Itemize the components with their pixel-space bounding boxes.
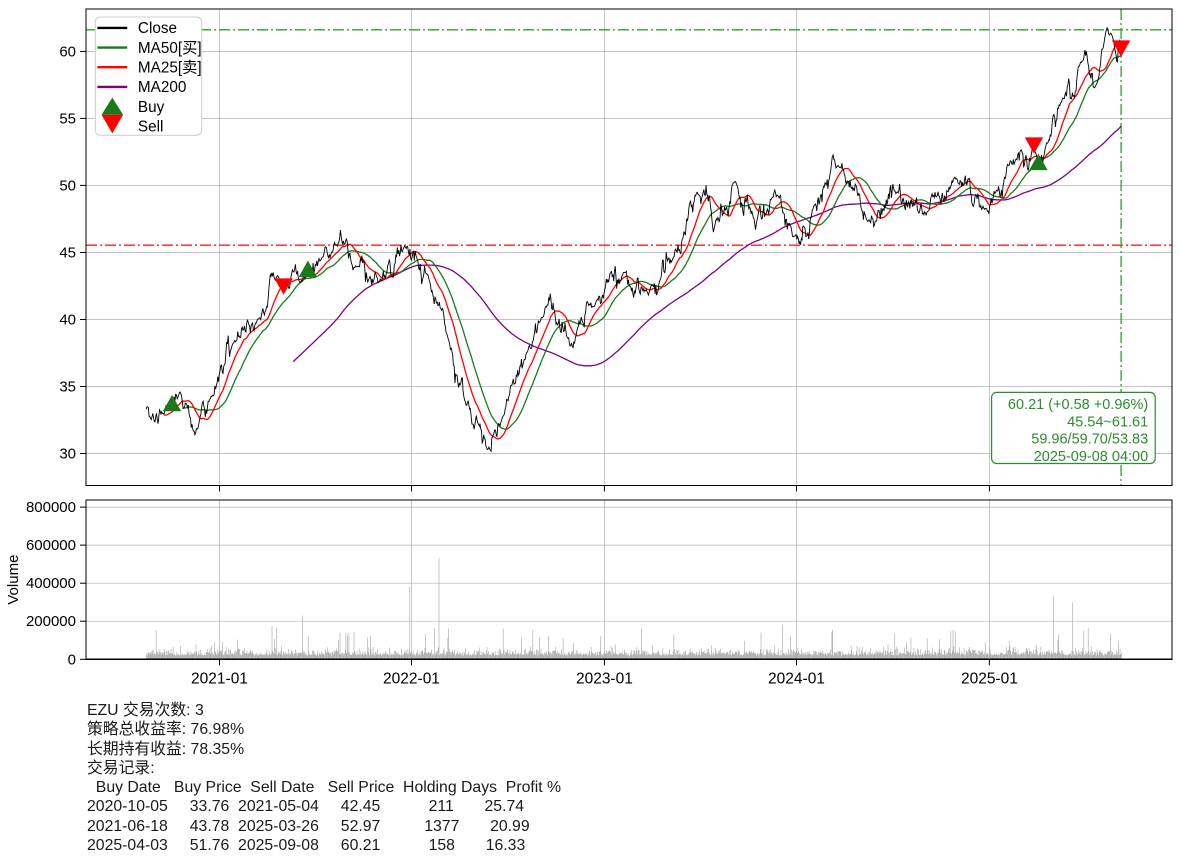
svg-text:800000: 800000 xyxy=(26,499,76,516)
svg-text:2025-09-08 04:00: 2025-09-08 04:00 xyxy=(1034,449,1149,465)
svg-text:59.96/59.70/53.83: 59.96/59.70/53.83 xyxy=(1031,432,1148,448)
svg-text:45: 45 xyxy=(59,245,76,262)
svg-text:400000: 400000 xyxy=(26,575,76,592)
svg-text:2025-01: 2025-01 xyxy=(961,670,1018,687)
svg-text:600000: 600000 xyxy=(26,537,76,554)
svg-text:60: 60 xyxy=(59,43,76,60)
svg-text:45.54~61.61: 45.54~61.61 xyxy=(1067,414,1148,430)
svg-text:Volume: Volume xyxy=(5,555,22,605)
svg-text:50: 50 xyxy=(59,177,76,194)
svg-text:2022-01: 2022-01 xyxy=(383,670,440,687)
svg-text:MA25[卖]: MA25[卖] xyxy=(138,60,202,77)
svg-text:35: 35 xyxy=(59,379,76,396)
svg-text:55: 55 xyxy=(59,110,76,127)
svg-text:60.21 (+0.58 +0.96%): 60.21 (+0.58 +0.96%) xyxy=(1008,397,1148,413)
svg-text:30: 30 xyxy=(59,446,76,463)
svg-text:2023-01: 2023-01 xyxy=(576,670,633,687)
svg-text:Sell: Sell xyxy=(138,119,164,136)
svg-text:2021-01: 2021-01 xyxy=(191,670,248,687)
svg-text:0: 0 xyxy=(68,651,76,668)
svg-text:40: 40 xyxy=(59,312,76,329)
svg-text:MA50[买]: MA50[买] xyxy=(138,40,202,57)
svg-text:2024-01: 2024-01 xyxy=(768,670,825,687)
svg-text:Close: Close xyxy=(138,20,177,37)
svg-text:Buy: Buy xyxy=(138,99,165,116)
svg-text:200000: 200000 xyxy=(26,613,76,630)
svg-text:MA200: MA200 xyxy=(138,79,186,96)
